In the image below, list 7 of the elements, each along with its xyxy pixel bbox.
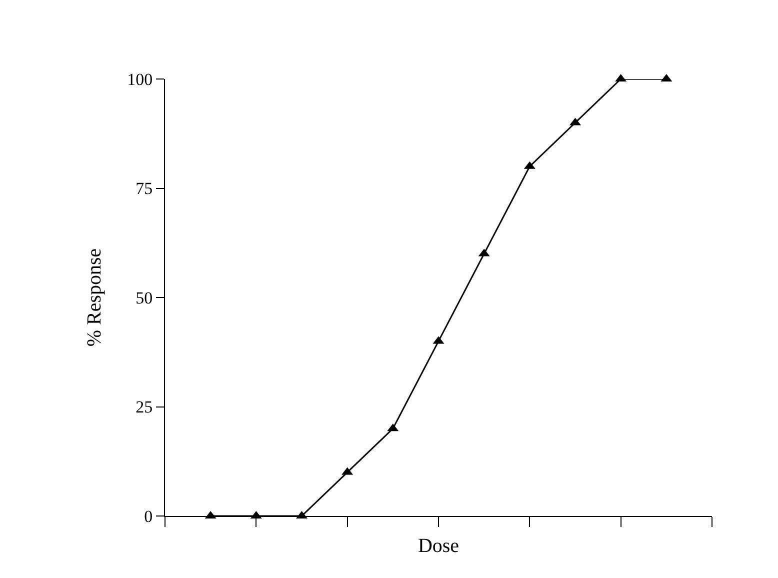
y-tick-label: 0 [144, 506, 153, 526]
y-tick-label: 100 [127, 70, 153, 89]
y-axis-title: % Response [84, 248, 106, 347]
y-tick-label: 50 [136, 288, 153, 308]
y-tick-label: 25 [136, 398, 153, 417]
x-axis-title: Dose [418, 534, 460, 557]
y-tick-label: 75 [136, 179, 153, 198]
